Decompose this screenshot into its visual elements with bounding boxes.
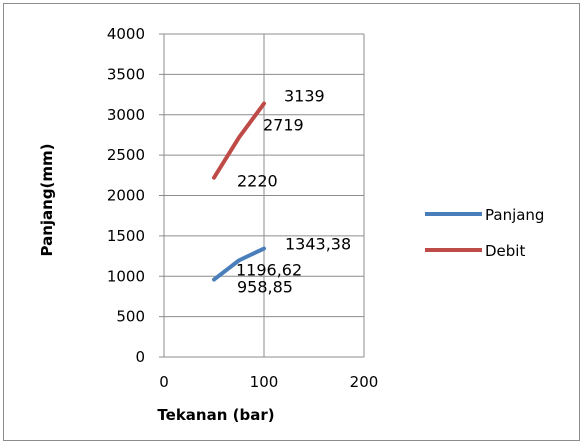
- x-tick-label: 100: [250, 373, 279, 391]
- data-label: 2719: [263, 115, 304, 134]
- chart-frame: 0 500 1000 1500 2000 2500 3000 3500 4000 0 100 200 …: [3, 3, 580, 441]
- x-axis-title: Tekanan (bar): [157, 406, 274, 424]
- series-line-debit: [212, 101, 266, 180]
- y-tick-label: 3000: [107, 106, 145, 124]
- legend-label-panjang: Panjang: [485, 206, 544, 224]
- data-label: 1343,38: [285, 235, 351, 254]
- data-label: 3139: [284, 87, 325, 106]
- grid-layer: [163, 33, 365, 358]
- data-label: 2220: [237, 172, 278, 191]
- y-tick-label: 4000: [107, 25, 145, 43]
- legend: Panjang Debit: [425, 206, 544, 260]
- legend-label-debit: Debit: [485, 242, 525, 260]
- series-line-panjang: [212, 246, 266, 282]
- series-layer: [212, 101, 266, 282]
- axis-layer: 0 500 1000 1500 2000 2500 3000 3500 4000 0 100 200: [107, 25, 379, 391]
- y-tick-label: 1500: [107, 227, 145, 245]
- data-label: 958,85: [237, 278, 293, 297]
- y-tick-label: 500: [116, 308, 145, 326]
- y-tick-label: 0: [135, 348, 145, 366]
- y-axis-title: Panjang(mm): [38, 143, 56, 256]
- y-tick-label: 2500: [107, 146, 145, 164]
- y-tick-label: 3500: [107, 65, 145, 83]
- y-tick-label: 2000: [107, 187, 145, 205]
- data-label: 1196,62: [236, 260, 302, 279]
- y-tick-label: 1000: [107, 267, 145, 285]
- x-tick-label: 200: [350, 373, 379, 391]
- x-tick-label: 0: [159, 373, 169, 391]
